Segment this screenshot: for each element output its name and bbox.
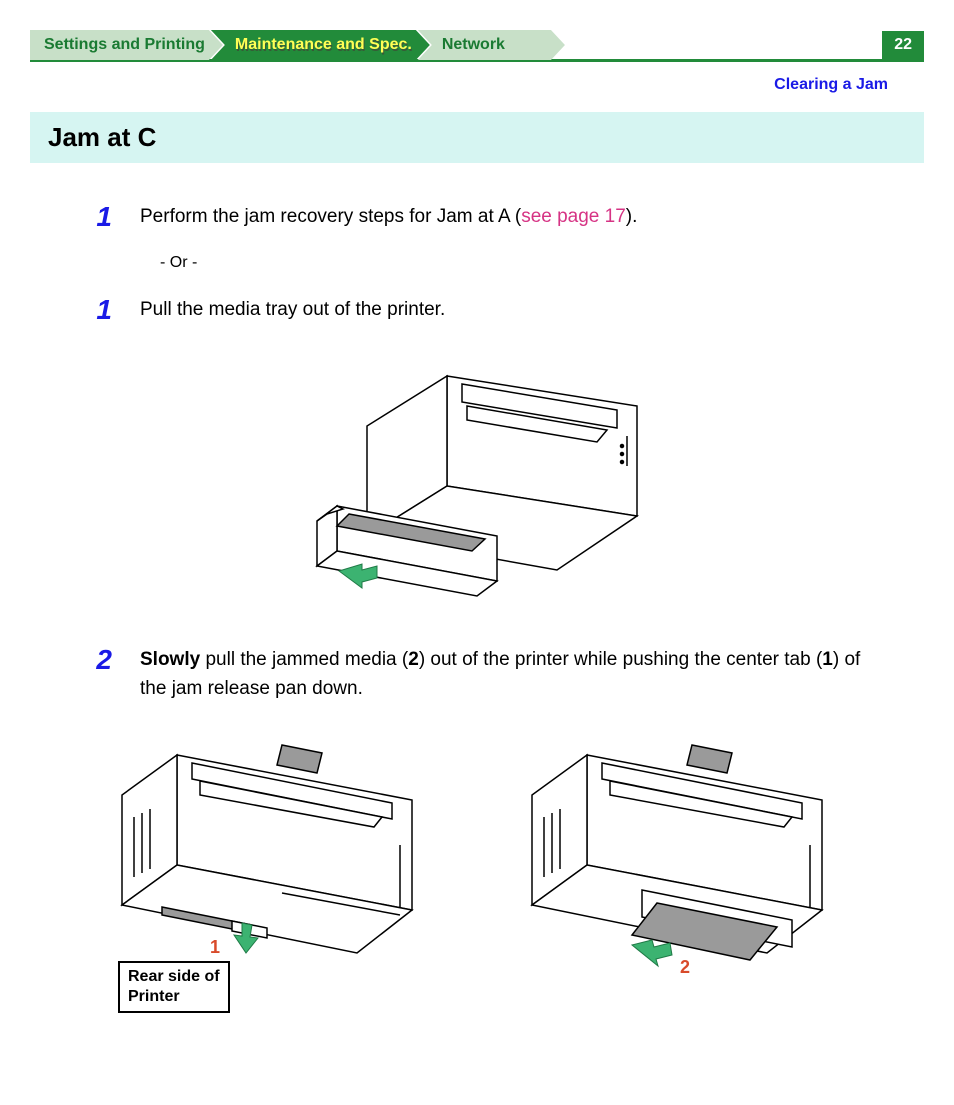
step-body: Perform the jam recovery steps for Jam a… xyxy=(140,203,884,232)
step-number: 1 xyxy=(90,296,112,324)
step-body: Pull the media tray out of the printer. xyxy=(140,296,884,325)
callout-line1: Rear side of xyxy=(128,968,220,985)
step: 1 Perform the jam recovery steps for Jam… xyxy=(90,203,884,232)
tab-network[interactable]: Network xyxy=(418,30,565,60)
step-ref-1: 1 xyxy=(822,649,833,670)
page-number: 22 xyxy=(882,31,924,59)
callout-box-rear: Rear side of Printer xyxy=(118,961,230,1013)
step: 2 Slowly pull the jammed media (2) out o… xyxy=(90,646,884,703)
step-text: Perform the jam recovery steps for Jam a… xyxy=(140,206,521,227)
section-title-bar: Jam at C xyxy=(30,112,924,163)
step-bold: Slowly xyxy=(140,649,200,670)
tab-maintenance-spec[interactable]: Maintenance and Spec. Maintenance and Sp… xyxy=(211,30,430,60)
tab-label: Settings and Printing xyxy=(44,36,205,54)
page-link[interactable]: see page 17 xyxy=(521,206,626,227)
figure-pull-media: 2 xyxy=(492,725,872,1005)
step-text: ) out of the printer while pushing the c… xyxy=(419,649,822,670)
step-text-suffix: ). xyxy=(626,206,638,227)
tab-label: Network xyxy=(442,36,505,54)
nav-tabs: Settings and Printing Maintenance and Sp… xyxy=(30,30,924,60)
callout-number-2: 2 xyxy=(680,957,690,978)
callout-number-1: 1 xyxy=(210,937,220,958)
tab-settings-printing[interactable]: Settings and Printing xyxy=(30,30,223,60)
figure-row: 1 Rear side of Printer xyxy=(30,725,924,1005)
figure-rear-tab: 1 Rear side of Printer xyxy=(82,725,462,1005)
step-text: pull the jammed media ( xyxy=(200,649,408,670)
step: 1 Pull the media tray out of the printer… xyxy=(90,296,884,325)
section-title: Jam at C xyxy=(48,122,906,153)
step-number: 2 xyxy=(90,646,112,674)
tab-label: Maintenance and Spec. xyxy=(235,36,412,54)
step-body: Slowly pull the jammed media (2) out of … xyxy=(140,646,884,703)
callout-line2: Printer xyxy=(128,988,180,1005)
figure-tray-pull xyxy=(267,346,687,606)
or-separator: - Or - xyxy=(160,254,924,272)
breadcrumb[interactable]: Clearing a Jam xyxy=(30,76,924,94)
step-ref-2: 2 xyxy=(408,649,419,670)
step-number: 1 xyxy=(90,203,112,231)
